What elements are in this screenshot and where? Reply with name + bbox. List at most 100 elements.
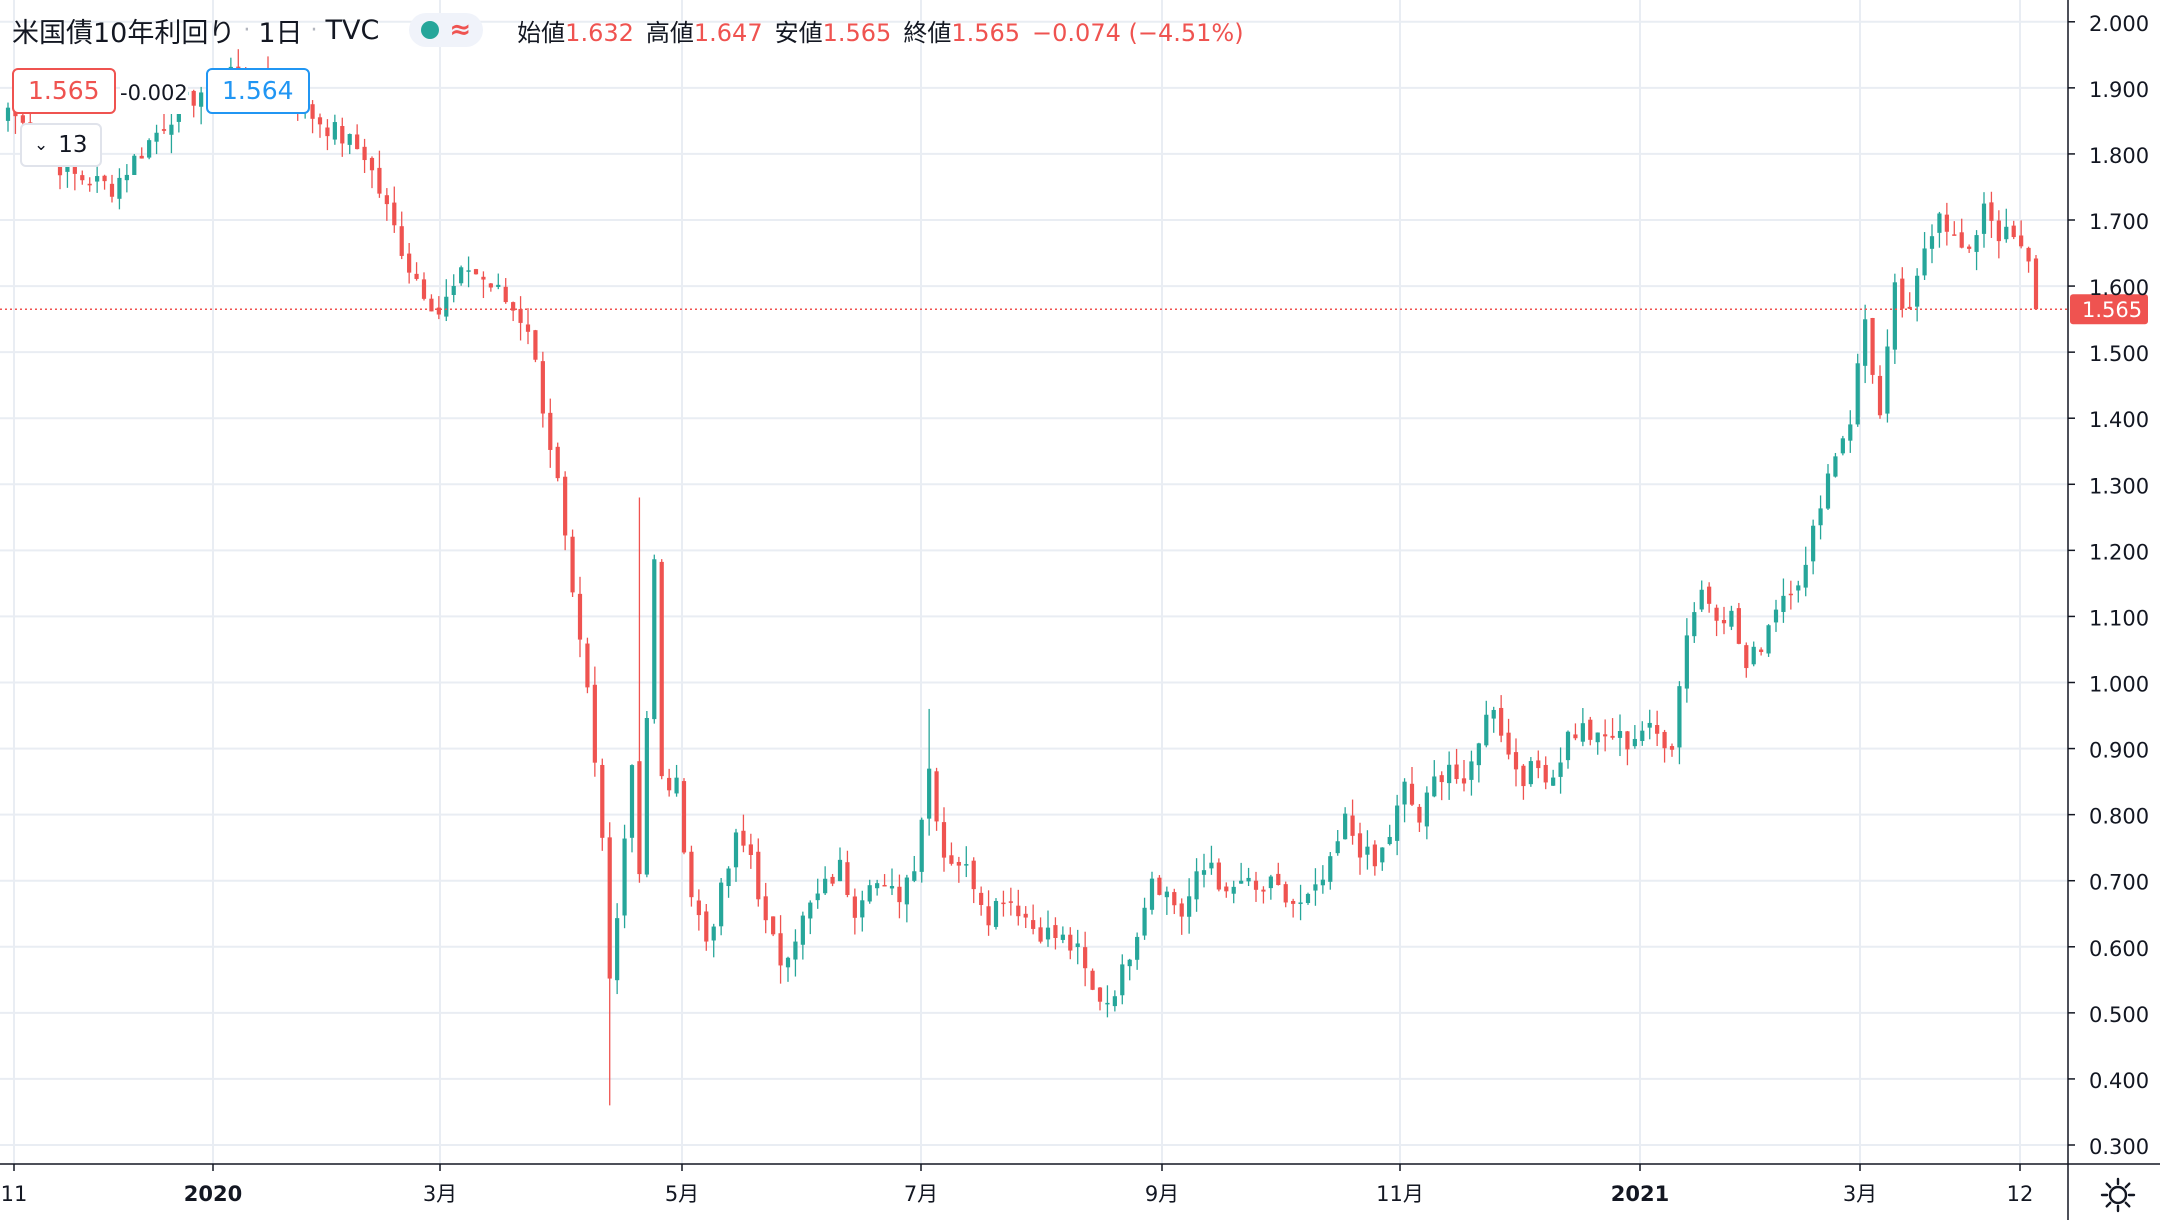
x-tick-label: 3月: [423, 1182, 457, 1206]
candle-body: [622, 838, 627, 916]
indicators-count: 13: [58, 132, 88, 158]
candle-body: [95, 176, 100, 182]
candle-body: [1387, 836, 1392, 845]
candle-body: [674, 777, 679, 794]
candle-body: [1253, 880, 1259, 890]
candle-body: [808, 902, 813, 919]
candle-body: [1357, 833, 1363, 858]
buy-price-button[interactable]: 1.564: [206, 68, 310, 114]
candle-body: [1320, 879, 1325, 886]
candle-body: [1647, 722, 1652, 728]
candle-body: [1558, 762, 1563, 777]
candle-body: [132, 155, 137, 175]
candle-body: [310, 104, 315, 119]
y-tick-label: 1.300: [2089, 474, 2149, 498]
candle-body: [87, 183, 92, 186]
candle-body: [696, 900, 701, 916]
indicators-toggle[interactable]: ⌄ 13: [20, 123, 102, 167]
candle-body: [652, 559, 657, 720]
candle-body: [1959, 232, 1964, 248]
candle-body: [1981, 203, 1987, 234]
candle-body: [1677, 686, 1682, 748]
candle-body: [1521, 765, 1526, 787]
candle-body: [1877, 375, 1883, 416]
y-tick-label: 0.800: [2089, 805, 2149, 829]
candle-body: [1187, 896, 1192, 917]
candle-body: [65, 164, 70, 172]
candle-body: [993, 900, 999, 927]
candle-body: [444, 296, 449, 317]
y-tick-label: 1.600: [2089, 276, 2149, 300]
candle-body: [667, 777, 672, 791]
candle-body: [496, 284, 501, 287]
candle-body: [1573, 734, 1578, 739]
candle-body: [1424, 792, 1429, 827]
candle-body: [1127, 959, 1132, 967]
candle-body: [592, 684, 597, 763]
candle-body: [1380, 847, 1385, 863]
y-tick-label: 1.500: [2089, 342, 2149, 366]
candle-body: [332, 122, 337, 140]
candle-body: [979, 892, 984, 905]
candle-body: [1967, 246, 1972, 249]
y-tick-label: 2.000: [2089, 12, 2149, 36]
candle-body: [2026, 247, 2031, 262]
candle-body: [949, 855, 954, 864]
candle-body: [852, 896, 857, 918]
close-label: 終値: [903, 18, 952, 47]
price-axis[interactable]: 2.000 1.900 1.800 1.700 1.600 1.500 1.400 1.300…: [2067, 0, 2149, 1220]
candle-body: [964, 864, 969, 866]
candle-body: [2019, 235, 2024, 247]
candle-body: [325, 127, 330, 137]
candle-body: [1536, 760, 1541, 769]
y-tick-label: 1.700: [2089, 210, 2149, 234]
candle-body: [1328, 856, 1333, 882]
candle-body: [1016, 905, 1021, 917]
candle-body: [1833, 456, 1838, 477]
candle-body: [800, 915, 805, 945]
candle-body: [1484, 714, 1489, 746]
candle-body: [607, 837, 612, 979]
candle-body: [1031, 920, 1036, 929]
interval-label[interactable]: 1日: [258, 17, 303, 49]
candle-body: [451, 285, 456, 295]
candle-body: [1090, 970, 1095, 990]
gear-icon[interactable]: [2098, 1175, 2138, 1215]
candle-body: [1707, 586, 1712, 604]
candle-body: [1803, 564, 1808, 588]
status-badges[interactable]: ≈: [409, 13, 484, 47]
candle-body: [882, 884, 887, 887]
candle-body: [169, 124, 174, 135]
time-axis[interactable]: 11 2020 3月 5月 7月 9月 11月 2021 3月 12: [0, 1163, 2160, 1206]
price-overlay: 1.565: [0, 294, 2148, 325]
candle-body: [1974, 235, 1979, 252]
sell-price-button[interactable]: 1.565: [12, 68, 116, 114]
candle-body: [1053, 925, 1058, 938]
candle-body: [570, 536, 575, 593]
candle-body: [1216, 862, 1221, 890]
symbol-title[interactable]: 米国債10年利回り: [12, 17, 236, 49]
candle-body: [719, 882, 724, 927]
candle-body: [1692, 612, 1697, 637]
candle-body: [1662, 731, 1667, 749]
candle-body: [1454, 764, 1459, 780]
candle-body: [392, 202, 397, 226]
candle-body: [1120, 964, 1125, 996]
candle-body: [1617, 731, 1623, 738]
candle-body: [1447, 764, 1452, 784]
candle-body: [1291, 900, 1296, 904]
y-tick-label: 0.900: [2089, 739, 2149, 763]
y-tick-label: 0.600: [2089, 937, 2149, 961]
x-tick-label: 9月: [1145, 1182, 1179, 1206]
candle-body: [1551, 777, 1556, 786]
candle-body: [429, 298, 434, 312]
candle-body: [1149, 878, 1155, 910]
candle-body: [109, 183, 115, 197]
candle-body: [1788, 593, 1793, 596]
candle-body: [1870, 317, 1875, 375]
candle-body: [1989, 202, 1994, 221]
candle-body: [1112, 996, 1117, 1007]
symbol-legend: 米国債10年利回り · 1日 · TVC ≈ 始値1.632 高値1.647 安値1…: [12, 10, 1256, 50]
candle-body: [1194, 871, 1199, 900]
